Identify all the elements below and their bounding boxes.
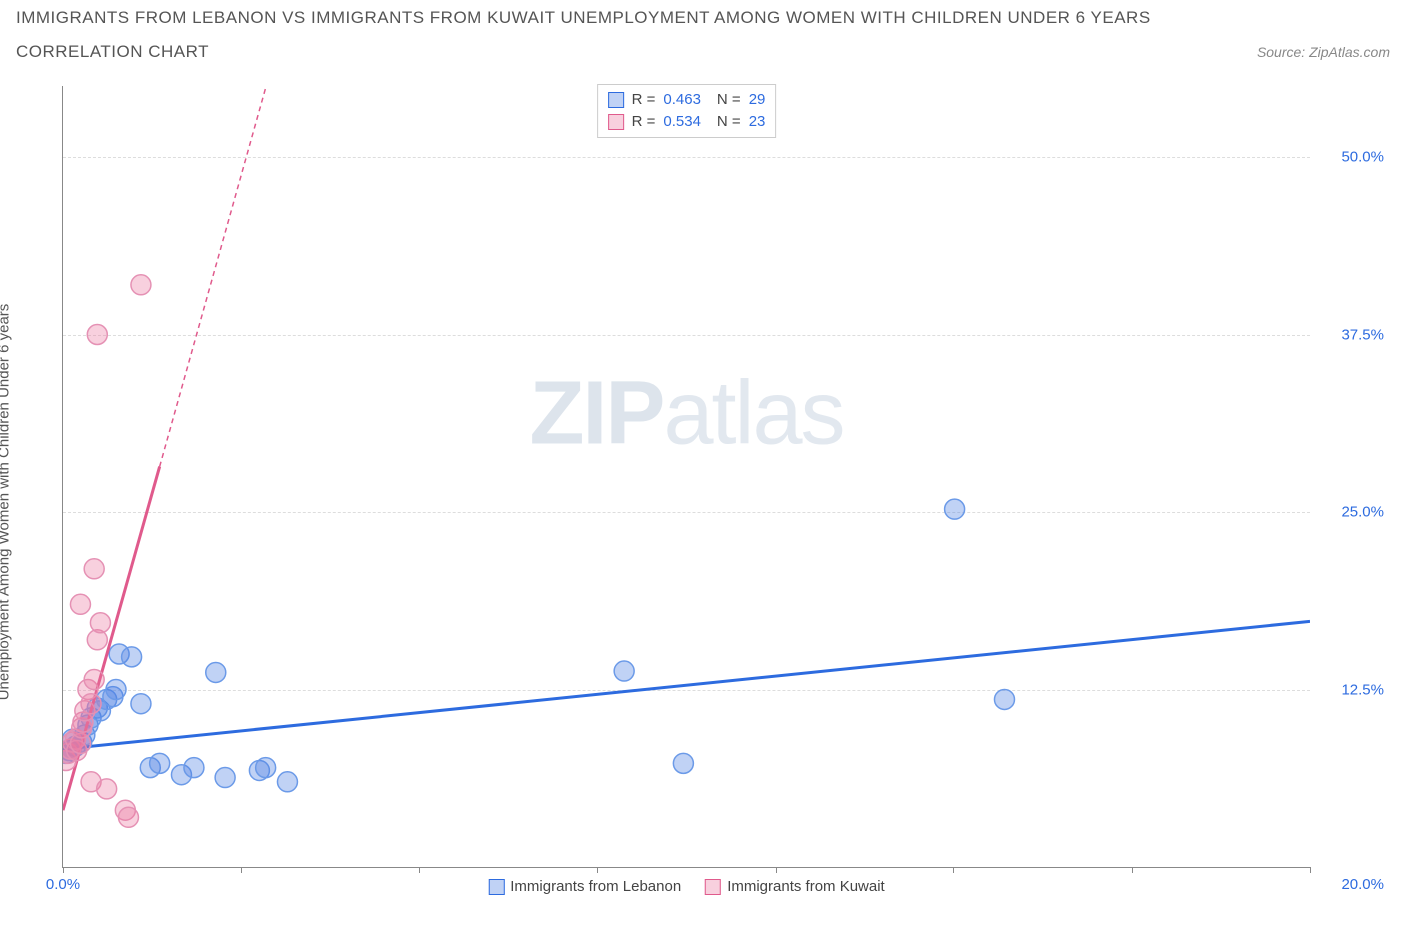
scatter-point xyxy=(256,758,276,778)
n-label: N = xyxy=(717,111,741,133)
y-axis-title: Unemployment Among Women with Children U… xyxy=(0,304,13,701)
legend-series-item-1: Immigrants from Lebanon xyxy=(488,878,681,895)
legend-swatch-blue-icon xyxy=(488,879,504,895)
scatter-point xyxy=(994,689,1014,709)
scatter-point xyxy=(131,694,151,714)
n-label: N = xyxy=(717,89,741,111)
legend-stats-row-1: R = 0.463 N = 29 xyxy=(608,89,766,111)
scatter-point xyxy=(84,670,104,690)
source-prefix: Source: xyxy=(1257,44,1309,60)
legend-swatch-blue-icon xyxy=(608,92,624,108)
scatter-point xyxy=(87,325,107,345)
scatter-point xyxy=(118,807,138,827)
scatter-point xyxy=(122,647,142,667)
legend-series-label: Immigrants from Lebanon xyxy=(510,878,681,895)
y-tick-label: 25.0% xyxy=(1316,504,1384,521)
scatter-plot-svg xyxy=(63,86,1310,867)
scatter-point xyxy=(131,275,151,295)
chart-title-line2: CORRELATION CHART xyxy=(16,42,209,62)
scatter-point xyxy=(945,499,965,519)
scatter-point xyxy=(673,753,693,773)
x-tick xyxy=(776,867,777,873)
legend-swatch-pink-icon xyxy=(705,879,721,895)
legend-stats-box: R = 0.463 N = 29 R = 0.534 N = 23 xyxy=(597,84,777,138)
plot-area: ZIPatlas R = 0.463 N = 29 R = 0.534 N = … xyxy=(62,86,1310,868)
x-tick xyxy=(241,867,242,873)
x-tick xyxy=(1310,867,1311,873)
r-value: 0.534 xyxy=(663,111,701,133)
title-row-2: CORRELATION CHART Source: ZipAtlas.com xyxy=(16,42,1390,62)
scatter-point xyxy=(106,680,126,700)
scatter-point xyxy=(97,779,117,799)
y-tick-label: 12.5% xyxy=(1316,681,1384,698)
scatter-point xyxy=(90,613,110,633)
trend-line-extrapolated xyxy=(160,86,278,467)
chart-header: IMMIGRANTS FROM LEBANON VS IMMIGRANTS FR… xyxy=(0,0,1406,66)
x-tick xyxy=(597,867,598,873)
source-link[interactable]: ZipAtlas.com xyxy=(1309,44,1390,60)
scatter-point xyxy=(84,559,104,579)
scatter-point xyxy=(81,694,101,714)
legend-series-label: Immigrants from Kuwait xyxy=(727,878,885,895)
chart-title-line1: IMMIGRANTS FROM LEBANON VS IMMIGRANTS FR… xyxy=(16,8,1390,28)
scatter-point xyxy=(184,758,204,778)
r-label: R = xyxy=(632,89,656,111)
x-tick-label-end: 20.0% xyxy=(1316,876,1384,893)
scatter-point xyxy=(206,662,226,682)
legend-series-item-2: Immigrants from Kuwait xyxy=(705,878,885,895)
n-value: 29 xyxy=(749,89,766,111)
trend-line xyxy=(63,621,1310,749)
scatter-point xyxy=(150,753,170,773)
legend-swatch-pink-icon xyxy=(608,114,624,130)
source-attribution: Source: ZipAtlas.com xyxy=(1257,44,1390,60)
scatter-point xyxy=(614,661,634,681)
scatter-point xyxy=(277,772,297,792)
x-tick xyxy=(1132,867,1133,873)
y-tick-label: 37.5% xyxy=(1316,326,1384,343)
legend-stats-row-2: R = 0.534 N = 23 xyxy=(608,111,766,133)
r-label: R = xyxy=(632,111,656,133)
n-value: 23 xyxy=(749,111,766,133)
x-tick-label-start: 0.0% xyxy=(46,876,80,893)
x-tick xyxy=(953,867,954,873)
x-tick xyxy=(419,867,420,873)
legend-series-box: Immigrants from Lebanon Immigrants from … xyxy=(488,878,884,895)
y-tick-label: 50.0% xyxy=(1316,149,1384,166)
chart-container: Unemployment Among Women with Children U… xyxy=(20,86,1390,918)
scatter-point xyxy=(70,594,90,614)
scatter-point xyxy=(215,768,235,788)
x-tick xyxy=(63,867,64,873)
r-value: 0.463 xyxy=(663,89,701,111)
